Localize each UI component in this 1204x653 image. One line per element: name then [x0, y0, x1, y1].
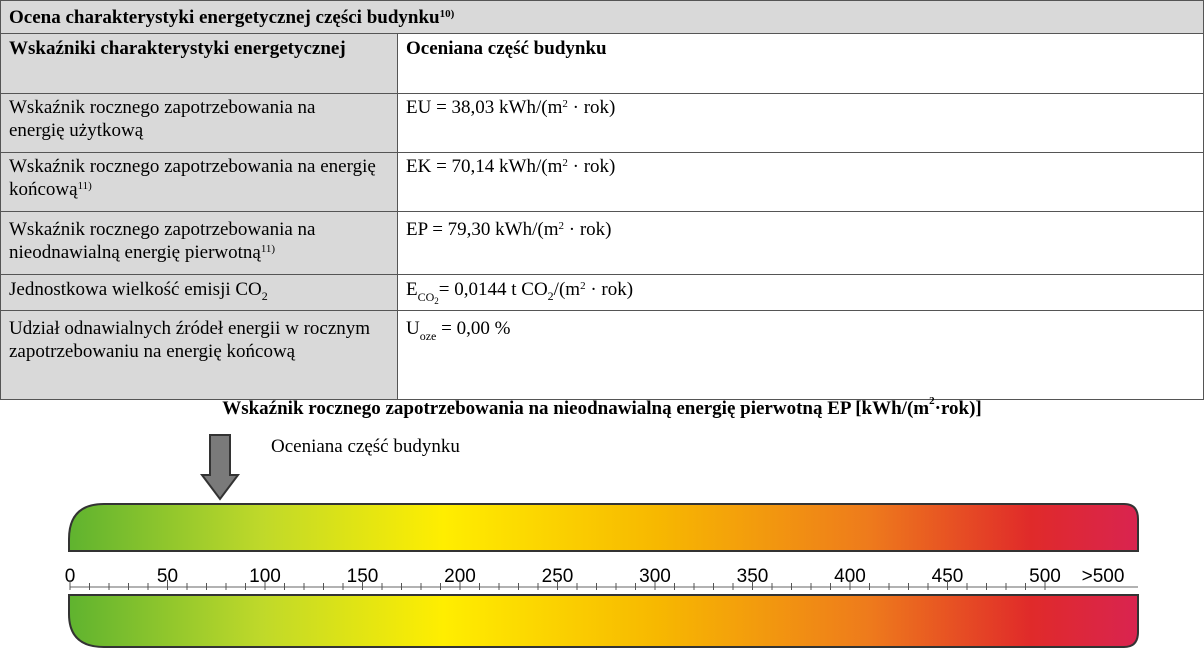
value-suffix: = 0,00 %	[436, 318, 511, 339]
column-header-indicators-text: Wskaźniki charakterystyki energetycznej	[9, 38, 346, 59]
row-value: EK = 70,14 kWh/(m2 · rok)	[397, 152, 1204, 212]
tick-label: 350	[737, 566, 769, 587]
value-ek: EK = 70,14 kWh/(m	[406, 156, 563, 177]
table-title-text: Ocena charakterystyki energetycznej częś…	[9, 6, 440, 28]
row-label-text: Wskaźnik rocznego zapotrzebowania na ene…	[9, 97, 316, 141]
tick-label: 450	[932, 566, 964, 587]
scale-title-end: ·rok)]	[934, 398, 982, 419]
column-header-indicators: Wskaźniki charakterystyki energetycznej	[0, 33, 398, 94]
value-eu: EU = 38,03 kWh/(m	[406, 97, 563, 118]
tick-label: 100	[249, 566, 281, 587]
tick-label: 200	[444, 566, 476, 587]
row-label-text: Udział odnawialnych źródeł energii w roc…	[9, 318, 371, 362]
tick-label: 500	[1029, 566, 1061, 587]
value-suffix: · rok)	[585, 279, 634, 300]
row-label-text: Wskaźnik rocznego zapotrzebowania na ene…	[9, 156, 376, 200]
table-title: Ocena charakterystyki energetycznej częś…	[0, 0, 1204, 34]
column-header-assessed-part-text: Oceniana część budynku	[406, 38, 607, 59]
sup: 2	[562, 157, 568, 169]
row-value: Uoze = 0,00 %	[397, 310, 1204, 400]
sup: 2	[580, 280, 586, 292]
table-row: Wskaźnik rocznego zapotrzebowania na ene…	[0, 152, 1204, 212]
row-value: ECO2= 0,0144 t CO2/(m2 · rok)	[397, 274, 1204, 311]
row-label: Wskaźnik rocznego zapotrzebowania na ene…	[0, 93, 398, 153]
tick-label: 50	[157, 566, 178, 587]
energy-scale-bar-bottom	[68, 594, 1139, 648]
footnote-ref: 11)	[260, 243, 276, 255]
subscript: CO	[417, 290, 435, 304]
table-row: Udział odnawialnych źródeł energii w roc…	[0, 310, 1204, 400]
row-label: Udział odnawialnych źródeł energii w roc…	[0, 310, 398, 400]
subscript: 2	[434, 296, 439, 306]
row-label: Wskaźnik rocznego zapotrzebowania na ene…	[0, 152, 398, 212]
tick-label: 0	[65, 566, 76, 587]
sup: 2	[558, 220, 565, 232]
sup: 2	[562, 98, 568, 110]
value-ep: EP = 79,30 kWh/(m	[406, 219, 559, 240]
tick-label: 150	[347, 566, 379, 587]
scale-title-text: Wskaźnik rocznego zapotrzebowania na nie…	[222, 398, 930, 419]
energy-scale-bar-top	[68, 503, 1139, 552]
scale-title: Wskaźnik rocznego zapotrzebowania na nie…	[0, 395, 1204, 420]
row-label: Wskaźnik rocznego zapotrzebowania na nie…	[0, 211, 398, 275]
sup: 2	[929, 395, 935, 407]
row-label: Jednostkowa wielkość emisji CO2	[0, 274, 398, 311]
value-mid: = 0,0144 t CO	[438, 279, 548, 300]
tick-label: 300	[639, 566, 671, 587]
tick-label: 400	[834, 566, 866, 587]
scale-axis: 0 50 100 150 200 250 300 350 400 450 500 >500	[65, 566, 1138, 590]
row-label-text: Jednostkowa wielkość emisji CO	[9, 279, 262, 300]
footnote-ref: 11)	[77, 180, 92, 192]
subscript: oze	[419, 329, 437, 343]
energy-assessment-table: Ocena charakterystyki energetycznej częś…	[0, 0, 1204, 400]
value-mid: /(m	[553, 279, 581, 300]
subscript: 2	[261, 289, 268, 303]
row-label-text: Wskaźnik rocznego zapotrzebowania na nie…	[9, 219, 316, 263]
value-eco2: E	[406, 279, 418, 300]
title-footnote-ref: 10)	[439, 7, 455, 20]
subscript: 2	[547, 289, 554, 303]
tick-label: 250	[542, 566, 574, 587]
value-suffix: · rok)	[567, 156, 616, 177]
table-row: Wskaźnik rocznego zapotrzebowania na nie…	[0, 211, 1204, 275]
table-row: Wskaźnik rocznego zapotrzebowania na ene…	[0, 93, 1204, 153]
row-value: EP = 79,30 kWh/(m2 · rok)	[397, 211, 1204, 275]
column-header-assessed-part: Oceniana część budynku	[397, 33, 1204, 94]
value-uoze: U	[406, 318, 420, 339]
assessed-arrow-icon	[200, 434, 240, 501]
value-suffix: · rok)	[567, 97, 616, 118]
table-row: Jednostkowa wielkość emisji CO2 ECO2= 0,…	[0, 274, 1204, 311]
value-suffix: · rok)	[564, 219, 612, 240]
row-value: EU = 38,03 kWh/(m2 · rok)	[397, 93, 1204, 153]
assessed-part-label: Oceniana część budynku	[271, 436, 460, 457]
tick-label: >500	[1082, 566, 1125, 587]
